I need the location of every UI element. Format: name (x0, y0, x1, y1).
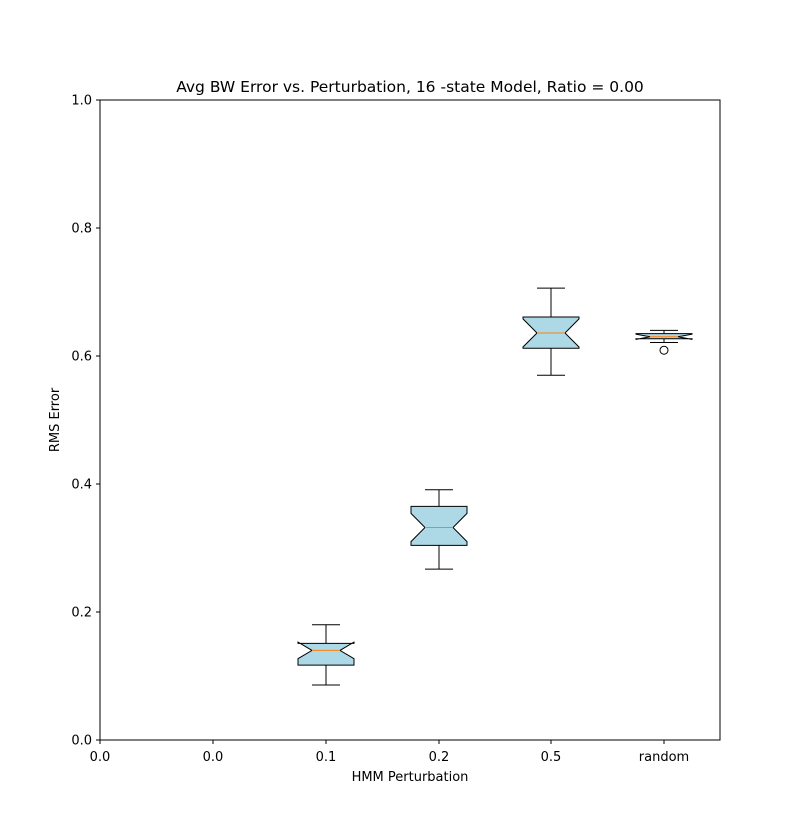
box-0-2 (410, 489, 468, 570)
x-tick-label: 0.5 (541, 750, 562, 765)
box-0-1 (297, 624, 355, 686)
x-tick-label: 0.0 (203, 750, 224, 765)
x-tick-label: 0.1 (316, 750, 337, 765)
y-tick-label: 0.6 (71, 350, 92, 365)
y-tick-label: 0.8 (71, 222, 92, 237)
x-tick-label: 0.2 (429, 750, 450, 765)
x-axis-label: HMM Perturbation (352, 770, 469, 785)
box-body (297, 641, 355, 666)
box-0-5 (522, 287, 580, 376)
outlier-point (659, 345, 669, 355)
y-tick-label: 0.0 (71, 734, 92, 749)
y-tick-label: 0.4 (71, 478, 92, 493)
x-tick-label: random (639, 750, 689, 765)
box-body (410, 505, 468, 546)
chart-title: Avg BW Error vs. Perturbation, 16 -state… (176, 78, 644, 96)
x-tick-label: 0.0 (90, 750, 111, 765)
plot-area: 0.00.20.40.60.81.00.0 0.0 0.1 0.2 0.5 random (71, 94, 693, 765)
box-random (635, 329, 693, 355)
y-axis-label: RMS Error (48, 387, 63, 452)
y-tick-label: 1.0 (71, 94, 92, 109)
y-tick-label: 0.2 (71, 606, 92, 621)
axes-frame (99, 99, 721, 741)
